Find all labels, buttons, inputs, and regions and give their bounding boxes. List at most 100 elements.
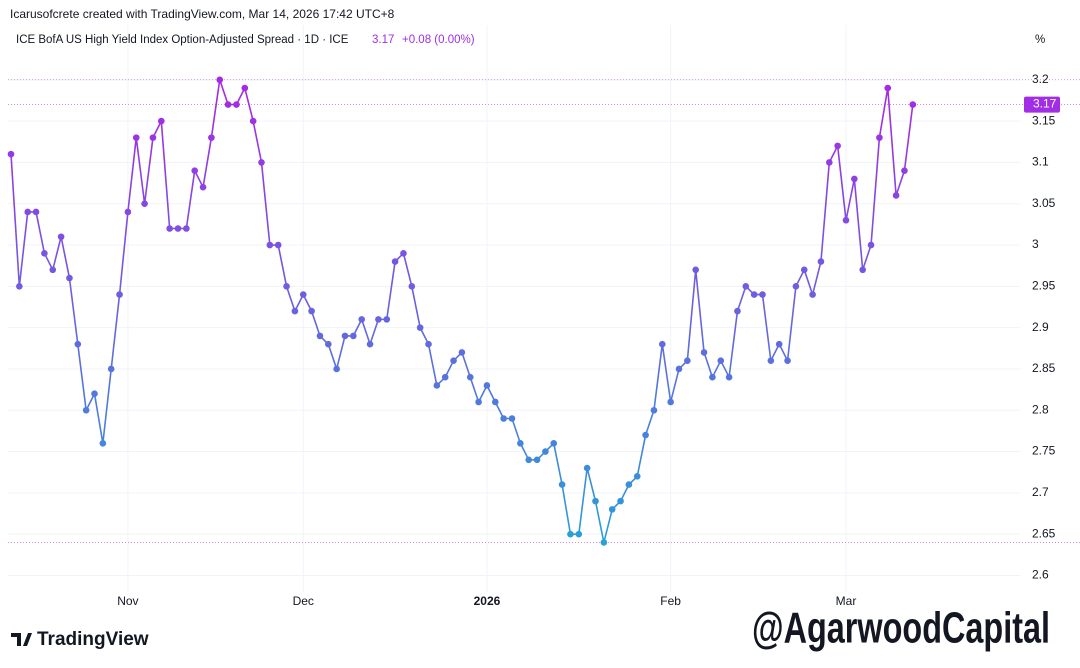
series-line xyxy=(10,78,914,544)
watermark: @AgarwoodCapital xyxy=(752,604,1050,653)
y-tick-label: 2.9 xyxy=(1032,320,1049,334)
point xyxy=(892,192,900,199)
y-tick-label: 2.95 xyxy=(1032,278,1056,292)
point xyxy=(851,175,858,183)
point xyxy=(909,101,917,108)
point xyxy=(625,481,633,488)
point xyxy=(325,340,332,348)
point xyxy=(500,415,507,422)
point xyxy=(667,398,674,406)
point xyxy=(433,382,441,389)
tradingview-logo: TradingView xyxy=(11,629,149,650)
point xyxy=(759,291,766,298)
x-tick-label: 2026 xyxy=(474,594,501,608)
point xyxy=(525,456,532,464)
point xyxy=(709,373,716,381)
plot-area: 2.6 2.65 2.7 2.75 2.8 2.85 2.9 2.95 3 3.05 3.1 3.15… xyxy=(7,25,1080,608)
y-tick-label: 3.05 xyxy=(1032,196,1056,210)
point xyxy=(817,258,825,265)
point xyxy=(7,150,15,158)
point xyxy=(884,84,892,92)
point xyxy=(283,283,290,290)
point xyxy=(49,266,57,274)
point xyxy=(91,390,98,398)
point xyxy=(149,134,157,141)
point xyxy=(508,415,516,422)
point xyxy=(32,208,40,216)
y-tick-label: 3 xyxy=(1032,237,1039,251)
point xyxy=(216,76,224,84)
point xyxy=(383,316,391,323)
point xyxy=(299,291,307,298)
point xyxy=(308,307,315,315)
point xyxy=(241,84,249,92)
point xyxy=(842,216,850,224)
point xyxy=(208,134,215,141)
point xyxy=(124,208,132,216)
point xyxy=(775,340,783,348)
point xyxy=(767,357,775,364)
point xyxy=(826,159,833,166)
point xyxy=(274,241,282,249)
point xyxy=(792,283,800,290)
point xyxy=(316,332,324,340)
point xyxy=(266,241,274,249)
point xyxy=(141,200,148,208)
point xyxy=(57,233,65,241)
x-tick-label: Feb xyxy=(660,594,681,608)
y-tick-label: 3.2 xyxy=(1032,72,1049,86)
point xyxy=(642,431,649,439)
point xyxy=(675,365,683,373)
point xyxy=(684,357,691,364)
point xyxy=(859,266,866,274)
point xyxy=(809,291,816,298)
y-tick-label: 2.85 xyxy=(1032,361,1056,375)
point xyxy=(784,357,791,364)
x-tick-label: Mar xyxy=(836,594,857,608)
point xyxy=(416,324,424,331)
point xyxy=(692,266,699,274)
point xyxy=(24,208,32,216)
y-tick-label: 2.7 xyxy=(1032,485,1049,499)
unit: % xyxy=(1035,34,1045,46)
point xyxy=(533,456,541,464)
point xyxy=(107,365,115,373)
x-tick-label: Dec xyxy=(293,594,314,608)
point xyxy=(734,307,741,315)
point xyxy=(600,539,608,546)
point xyxy=(366,340,374,348)
point xyxy=(742,283,750,290)
point xyxy=(158,117,165,125)
point xyxy=(291,307,299,315)
point xyxy=(901,167,908,174)
logo-mark xyxy=(11,633,32,646)
point xyxy=(876,134,883,141)
point xyxy=(717,357,725,364)
point xyxy=(650,406,658,414)
point xyxy=(550,439,558,447)
point xyxy=(174,225,182,232)
point xyxy=(233,101,240,108)
point xyxy=(659,340,666,348)
point xyxy=(592,497,599,505)
point xyxy=(475,398,482,406)
point xyxy=(258,159,265,166)
y-tick-label: 2.65 xyxy=(1032,526,1056,540)
point xyxy=(700,349,708,356)
point xyxy=(66,274,73,282)
point xyxy=(483,382,491,389)
price-tag xyxy=(1024,96,1060,113)
y-tick-label: 2.8 xyxy=(1032,402,1049,416)
point xyxy=(408,283,416,290)
point xyxy=(517,439,524,447)
point xyxy=(400,249,407,257)
point xyxy=(166,225,173,232)
y-tick-label: 2.75 xyxy=(1032,444,1056,458)
last-value: 3.17 xyxy=(372,34,394,46)
point xyxy=(466,373,474,381)
point xyxy=(425,340,432,348)
y-tick-label: 3.1 xyxy=(1032,155,1049,169)
point xyxy=(82,406,90,414)
point xyxy=(116,291,123,298)
